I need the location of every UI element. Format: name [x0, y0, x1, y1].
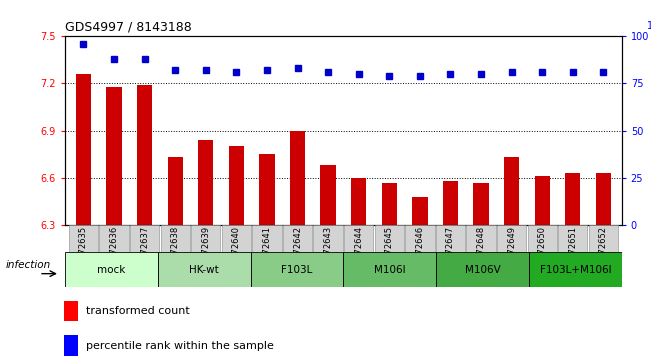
Bar: [436, 252, 529, 287]
Bar: [290, 131, 305, 225]
Bar: [283, 225, 312, 252]
Bar: [76, 74, 91, 225]
Bar: [161, 225, 190, 252]
Text: GSM1172635: GSM1172635: [79, 226, 88, 282]
Bar: [320, 165, 336, 225]
Bar: [344, 252, 436, 287]
Bar: [259, 154, 275, 225]
Bar: [64, 301, 78, 321]
Bar: [100, 225, 129, 252]
Bar: [222, 225, 251, 252]
Bar: [69, 225, 98, 252]
Text: HK-wt: HK-wt: [189, 265, 219, 274]
Bar: [253, 225, 282, 252]
Text: GSM1172647: GSM1172647: [446, 226, 455, 282]
Bar: [534, 176, 550, 225]
Text: percentile rank within the sample: percentile rank within the sample: [86, 340, 274, 351]
Bar: [497, 225, 526, 252]
Bar: [565, 173, 581, 225]
Text: infection: infection: [5, 260, 51, 270]
Bar: [381, 183, 397, 225]
Text: GSM1172643: GSM1172643: [324, 226, 333, 282]
Bar: [158, 252, 251, 287]
Bar: [191, 225, 221, 252]
Bar: [412, 197, 428, 225]
Text: F103L: F103L: [281, 265, 312, 274]
Bar: [436, 225, 465, 252]
Text: GSM1172642: GSM1172642: [293, 226, 302, 282]
Bar: [65, 252, 158, 287]
Text: GSM1172648: GSM1172648: [477, 226, 486, 282]
Text: GSM1172644: GSM1172644: [354, 226, 363, 282]
Text: GSM1172646: GSM1172646: [415, 226, 424, 282]
Bar: [504, 158, 519, 225]
Text: GSM1172652: GSM1172652: [599, 226, 608, 282]
Bar: [443, 181, 458, 225]
Bar: [106, 87, 122, 225]
Bar: [529, 252, 622, 287]
Bar: [466, 225, 495, 252]
Text: GSM1172645: GSM1172645: [385, 226, 394, 282]
Text: M106I: M106I: [374, 265, 406, 274]
Bar: [351, 178, 367, 225]
Bar: [374, 225, 404, 252]
Text: GDS4997 / 8143188: GDS4997 / 8143188: [65, 21, 192, 34]
Bar: [64, 335, 78, 356]
Bar: [558, 225, 587, 252]
Text: M106V: M106V: [465, 265, 501, 274]
Text: GSM1172650: GSM1172650: [538, 226, 547, 282]
Bar: [198, 140, 214, 225]
Text: mock: mock: [97, 265, 126, 274]
Text: GSM1172636: GSM1172636: [109, 226, 118, 282]
Bar: [596, 173, 611, 225]
Text: GSM1172640: GSM1172640: [232, 226, 241, 282]
Bar: [130, 225, 159, 252]
Text: F103L+M106I: F103L+M106I: [540, 265, 611, 274]
Text: transformed count: transformed count: [86, 306, 190, 316]
Bar: [229, 146, 244, 225]
Bar: [167, 158, 183, 225]
Text: GSM1172649: GSM1172649: [507, 226, 516, 282]
Text: GSM1172638: GSM1172638: [171, 226, 180, 282]
Bar: [251, 252, 344, 287]
Text: GSM1172641: GSM1172641: [262, 226, 271, 282]
Text: GSM1172651: GSM1172651: [568, 226, 577, 282]
Bar: [405, 225, 434, 252]
Text: 100%: 100%: [647, 21, 651, 31]
Bar: [589, 225, 618, 252]
Text: GSM1172637: GSM1172637: [140, 226, 149, 282]
Bar: [137, 85, 152, 225]
Bar: [344, 225, 374, 252]
Text: GSM1172639: GSM1172639: [201, 226, 210, 282]
Bar: [527, 225, 557, 252]
Bar: [313, 225, 343, 252]
Bar: [473, 183, 489, 225]
